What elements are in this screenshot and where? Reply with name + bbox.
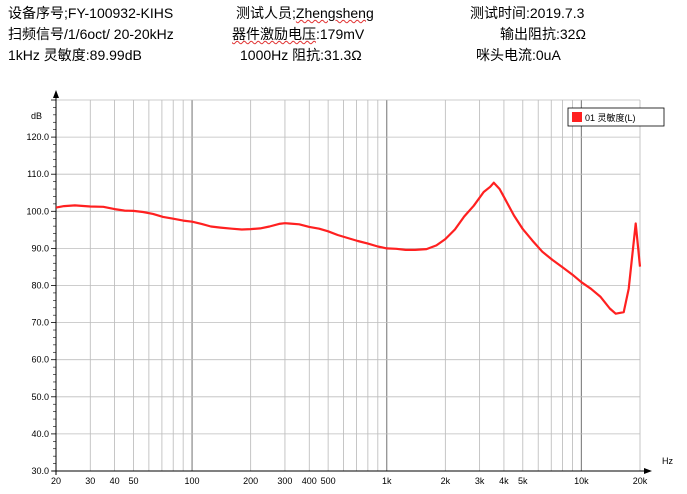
chart-legend: 01 灵敏度(L)	[567, 107, 665, 127]
x-tick-label: 2k	[441, 476, 451, 486]
x-tick-label: 3k	[475, 476, 485, 486]
chart-series	[55, 181, 642, 315]
y-tick-labels: 30.0 40.0 50.0 60.0 70.0 80.0 90.0 100.0 110.0 12…	[26, 132, 49, 476]
x-tick-label: 20	[51, 476, 61, 486]
excitation-value: :179mV	[316, 26, 365, 42]
y-tick-label: 90.0	[31, 243, 49, 253]
y-tick-label: 60.0	[31, 355, 49, 365]
y-axis-unit: dB	[31, 111, 42, 121]
y-tick-label: 30.0	[31, 466, 49, 476]
sweep-signal: 扫频信号/1/6oct/ 20-20kHz	[8, 26, 174, 42]
y-tick-label: 100.0	[26, 206, 49, 216]
x-tick-label: 100	[185, 476, 200, 486]
x-tick-label: 300	[277, 476, 292, 486]
x-axis-arrow	[644, 468, 652, 474]
x-tick-labels: 20 30 40 50 100 200 300 400 500 1k 2k 3k 4k 5k 10k 20k	[51, 476, 648, 486]
tester: 测试人员;Zhengsheng	[236, 5, 374, 21]
output-impedance: 输出阻抗:32Ω	[500, 26, 586, 42]
x-tick-label: 40	[110, 476, 120, 486]
x-tick-label: 4k	[499, 476, 509, 486]
series-line-sensitivity	[55, 181, 642, 315]
sensitivity-1k: 1kHz 灵敏度:89.99dB	[8, 47, 142, 63]
y-tick-label: 120.0	[26, 132, 49, 142]
legend-swatch	[572, 112, 582, 122]
x-tick-label: 400	[302, 476, 317, 486]
legend-label: 01 灵敏度(L)	[585, 112, 636, 123]
x-tick-label: 1k	[382, 476, 392, 486]
x-tick-label: 500	[321, 476, 336, 486]
excitation-label: 器件激励电压	[232, 26, 316, 42]
excitation-voltage: 器件激励电压:179mV	[232, 26, 364, 42]
x-tick-label: 200	[243, 476, 258, 486]
tester-label: 测试人员;	[236, 5, 296, 21]
chart-axes	[51, 90, 652, 475]
x-axis-unit: Hz	[662, 456, 673, 466]
x-tick-label: 20k	[633, 476, 648, 486]
tester-name: Zhengsheng	[295, 5, 374, 21]
x-tick-label: 10k	[574, 476, 589, 486]
y-tick-label: 70.0	[31, 318, 49, 328]
test-time: 测试时间:2019.7.3	[470, 5, 585, 21]
legend-box	[567, 107, 665, 127]
y-tick-label: 40.0	[31, 429, 49, 439]
y-tick-label: 80.0	[31, 281, 49, 291]
device-number: 设备序号;FY-100932-KIHS	[8, 5, 174, 21]
impedance-1k: 1000Hz 阻抗:31.3Ω	[240, 47, 362, 63]
x-tick-label: 50	[128, 476, 138, 486]
x-tick-label: 5k	[518, 476, 528, 486]
y-tick-label: 110.0	[27, 169, 49, 179]
mic-current: 咪头电流:0uA	[476, 47, 561, 63]
chart-grid	[53, 99, 641, 472]
y-axis-arrow	[53, 90, 59, 98]
y-tick-label: 50.0	[31, 392, 49, 402]
x-tick-label: 30	[85, 476, 95, 486]
